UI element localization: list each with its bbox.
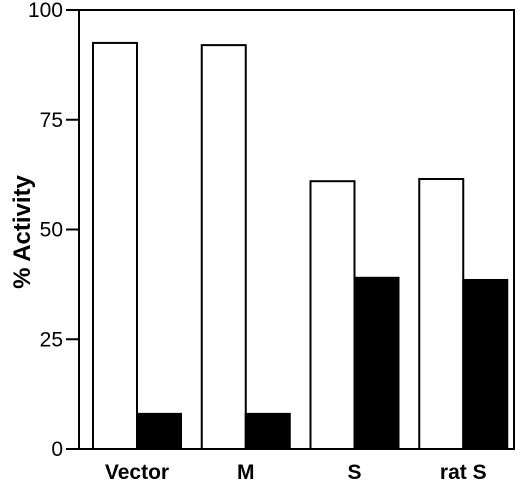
x-category-label-3: rat S [440,461,487,484]
bar-s-series-1 [309,180,356,451]
plot-border [78,9,515,450]
bar-rat-s-series-2 [462,278,509,450]
bar-rat-s-series-1 [418,178,465,450]
y-tick-label-2: 50 [40,219,63,242]
x-category-label-1: M [237,461,255,484]
bars [92,41,509,451]
x-category-label-0: Vector [105,461,169,484]
y-axis-title: % Activity [9,174,36,288]
bar-m-series-1 [200,44,247,451]
y-tick-label-0: 0 [51,438,63,461]
bar-m-series-2 [244,412,291,451]
plot-frame [78,9,515,450]
bar-vector-series-1 [92,41,138,451]
bar-s-series-2 [353,276,400,451]
bar-vector-series-2 [136,412,182,451]
y-tick-label-3: 75 [40,109,63,132]
y-tick-label-1: 25 [40,328,63,351]
y-tick-label-4: 100 [28,0,63,22]
y-axis-ticks: 0 25 50 75 100 [28,0,79,461]
x-category-label-2: S [347,461,361,484]
